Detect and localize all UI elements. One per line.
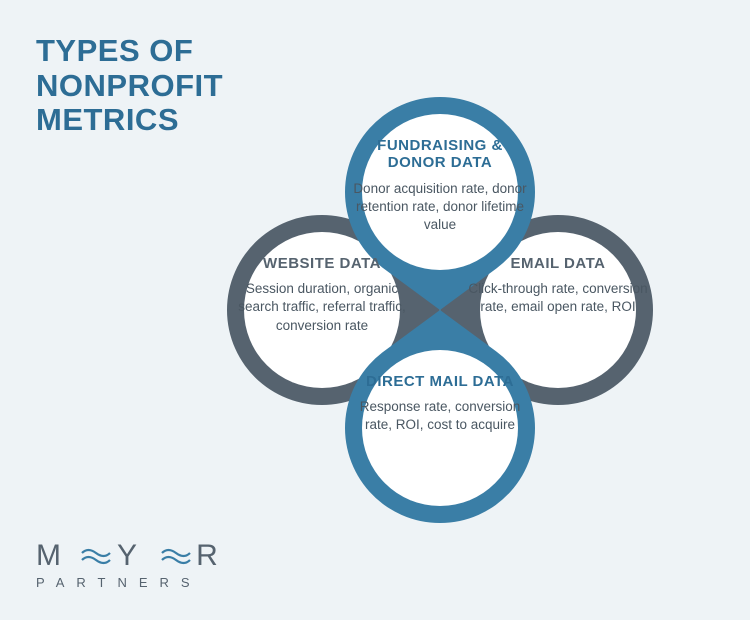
logo-letter-r: R	[196, 541, 236, 571]
logo-letter-y: Y	[116, 541, 156, 571]
petal-heading-right: EMAIL DATA	[464, 255, 652, 272]
petal-body-top: Donor acquisition rate, donor retention …	[346, 180, 534, 235]
brand-logo-bottom: PARTNERS	[36, 575, 236, 590]
petal-content-right: EMAIL DATA Click-through rate, conversion…	[464, 255, 652, 317]
brand-logo-top: M Y R	[36, 541, 236, 571]
petal-body-bottom: Response rate, conversion rate, ROI, cos…	[346, 398, 534, 434]
brand-logo: M Y R PARTNERS	[36, 541, 236, 590]
title-line-3: METRICS	[36, 103, 223, 138]
petal-body-left: Session duration, organic search traffic…	[228, 280, 416, 335]
petal-content-bottom: DIRECT MAIL DATA Response rate, conversio…	[346, 373, 534, 435]
petal-content-top: FUNDRAISING & DONOR DATA Donor acquisitio…	[346, 137, 534, 234]
petal-content-left: WEBSITE DATA Session duration, organic se…	[228, 255, 416, 335]
petal-right	[440, 215, 653, 405]
logo-letter-m: M	[36, 541, 76, 571]
petal-body-right: Click-through rate, conversion rate, ema…	[464, 280, 652, 316]
wave-icon	[76, 541, 116, 571]
petal-heading-left: WEBSITE DATA	[228, 255, 416, 272]
petal-top	[345, 97, 535, 310]
wave-icon	[156, 541, 196, 571]
title-line-1: TYPES OF	[36, 34, 223, 69]
page-title: TYPES OF NONPROFIT METRICS	[36, 34, 223, 138]
petal-left	[227, 215, 440, 405]
petal-heading-bottom: DIRECT MAIL DATA	[346, 373, 534, 390]
petal-bottom	[345, 310, 535, 523]
petal-heading-top: FUNDRAISING & DONOR DATA	[346, 137, 534, 172]
title-line-2: NONPROFIT	[36, 69, 223, 104]
